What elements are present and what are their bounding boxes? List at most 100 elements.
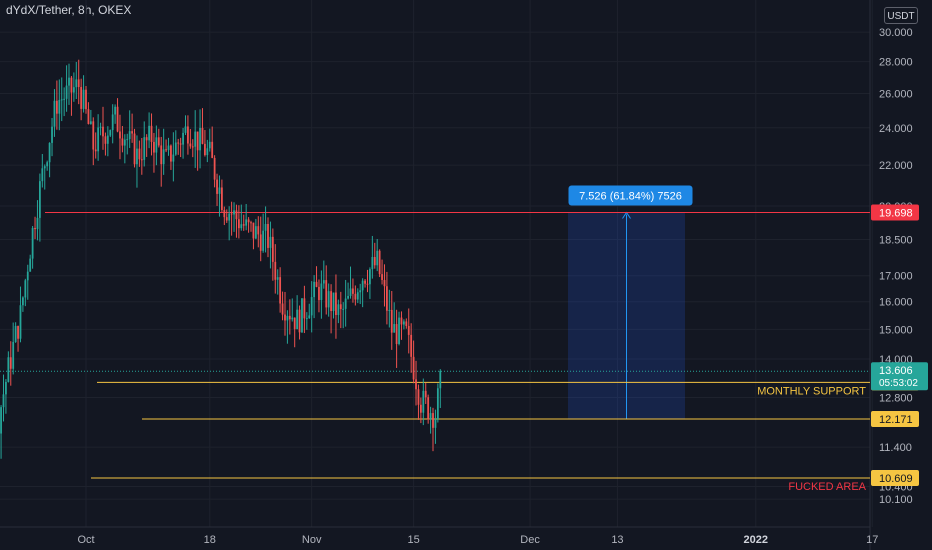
candle-body xyxy=(225,217,228,221)
y-tick-label: 30.000 xyxy=(879,27,913,39)
candle-body xyxy=(189,143,192,147)
x-tick-label: 15 xyxy=(407,534,419,546)
resistance-badge: 19.698 xyxy=(879,208,913,220)
support-badge-bg xyxy=(871,411,919,428)
y-tick-label: 12.800 xyxy=(879,392,913,404)
x-tick-label: 2022 xyxy=(744,534,768,546)
candle-body xyxy=(48,142,51,163)
candle-body xyxy=(70,77,73,93)
x-tick-label: Dec xyxy=(520,534,540,546)
y-tick-label: 26.000 xyxy=(879,88,913,100)
candle-body xyxy=(140,159,143,161)
candle-body xyxy=(388,309,391,311)
candle-body xyxy=(405,321,408,326)
candle-body xyxy=(0,407,2,434)
candle-body xyxy=(60,99,63,101)
candle-body xyxy=(51,126,53,143)
candle-body xyxy=(271,236,274,262)
candle-body xyxy=(303,298,306,319)
candle-body xyxy=(204,143,206,156)
candle-body xyxy=(24,280,27,298)
candle-body xyxy=(412,356,415,380)
candle-body xyxy=(172,154,175,162)
candle-body xyxy=(38,181,41,218)
candle-body xyxy=(77,79,80,88)
candle-body xyxy=(126,139,129,141)
candle-body xyxy=(301,298,303,333)
candle-body xyxy=(386,286,388,311)
candle-body xyxy=(131,131,134,134)
candle-body xyxy=(383,279,386,287)
candle-body xyxy=(352,288,354,294)
currency-badge[interactable]: USDT xyxy=(884,7,918,24)
candle-body xyxy=(150,125,153,142)
candle-body xyxy=(220,187,223,211)
candle-body xyxy=(419,404,422,413)
candle-body xyxy=(194,131,197,147)
candle-body xyxy=(211,141,214,158)
candle-body xyxy=(237,219,240,229)
candle-body xyxy=(393,324,396,333)
candle-body xyxy=(279,277,282,304)
candle-body xyxy=(53,100,56,127)
candle-body xyxy=(111,114,114,131)
candle-body xyxy=(55,100,58,114)
candle-body xyxy=(390,309,393,333)
candle-body xyxy=(322,280,325,284)
support-badge: 10.609 xyxy=(879,473,913,485)
candle-body xyxy=(106,135,109,144)
fucked-area-label: FUCKED AREA xyxy=(788,481,866,493)
candle-body xyxy=(206,148,209,156)
candle-body xyxy=(366,283,369,285)
candle-body xyxy=(199,127,201,151)
candle-body xyxy=(364,280,366,284)
candle-body xyxy=(138,148,141,160)
candle-body xyxy=(250,222,252,224)
candle-body xyxy=(87,109,90,124)
candle-body xyxy=(245,219,248,226)
candle-body xyxy=(65,85,68,99)
candle-body xyxy=(143,137,146,160)
candle-body xyxy=(337,304,340,315)
candle-body xyxy=(58,99,61,114)
candle-body xyxy=(274,261,277,280)
candle-body xyxy=(228,213,231,221)
candle-body xyxy=(235,210,238,220)
chart-title: dYdX/Tether, 8h, OKEX xyxy=(6,3,132,17)
candle-body xyxy=(407,325,410,335)
candle-body xyxy=(398,317,400,344)
measure-label-bg xyxy=(568,185,693,206)
candle-body xyxy=(288,315,291,320)
candle-body xyxy=(160,145,163,165)
candle-body xyxy=(136,148,138,165)
candle-body xyxy=(174,142,177,155)
candle-body xyxy=(298,309,301,333)
candles xyxy=(0,59,442,459)
candle-body xyxy=(434,418,437,428)
candle-body xyxy=(170,145,172,162)
candle-body xyxy=(325,280,328,308)
candle-body xyxy=(356,292,359,300)
candle-body xyxy=(344,298,347,309)
candle-body xyxy=(284,314,286,321)
candle-body xyxy=(395,324,398,344)
candle-body xyxy=(46,162,49,167)
candle-body xyxy=(347,295,349,299)
candle-body xyxy=(286,315,289,321)
candle-body xyxy=(153,141,155,153)
candle-body xyxy=(157,137,160,146)
candle-body xyxy=(187,126,189,144)
candle-body xyxy=(165,149,167,151)
candle-body xyxy=(259,234,262,251)
candle-body xyxy=(85,89,87,110)
candle-body xyxy=(213,157,216,180)
candle-body xyxy=(29,258,32,272)
candle-body xyxy=(216,179,218,194)
candle-body xyxy=(269,236,272,248)
x-tick-label: 18 xyxy=(204,534,216,546)
candle-body xyxy=(436,388,439,419)
candle-body xyxy=(415,379,417,390)
candle-body xyxy=(128,131,131,140)
candle-body xyxy=(116,106,119,132)
